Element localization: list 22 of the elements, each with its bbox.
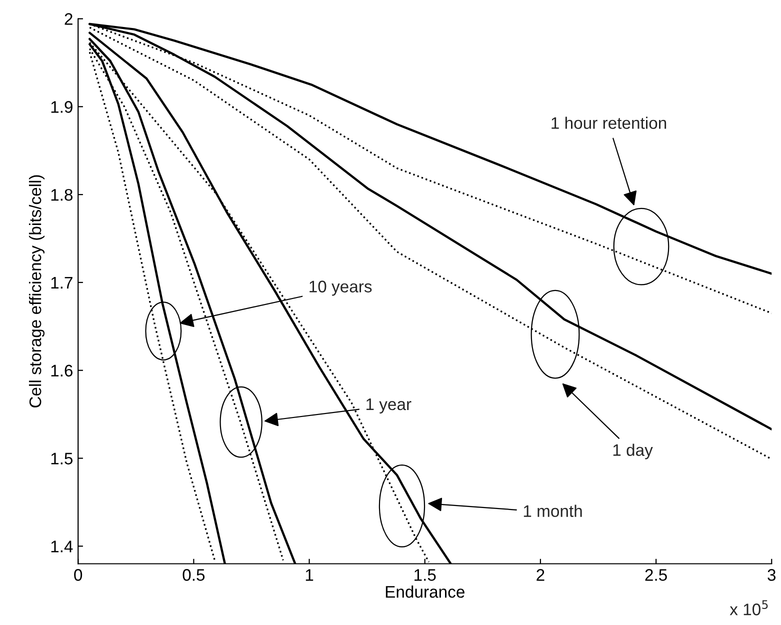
x-tick-label: 1 xyxy=(306,569,314,581)
x-tick-label: 2.5 xyxy=(645,569,667,581)
annotation: 1 day xyxy=(613,444,653,460)
annotation: 1 year xyxy=(366,398,412,414)
x-tick-label: 0 xyxy=(74,569,82,581)
y-tick-label: 2 xyxy=(64,13,72,25)
y-tick-label: 1.8 xyxy=(51,188,73,201)
y-tick-label: 1.6 xyxy=(51,364,73,377)
x-tick-label: 0.5 xyxy=(182,569,205,581)
x-tick-label: 1.5 xyxy=(414,569,436,581)
x-axis-title: Endurance xyxy=(386,586,464,598)
annotation: 10 years xyxy=(310,280,372,296)
y-tick-label: 1.9 xyxy=(51,101,72,113)
text: x 10$^{5}$ xyxy=(730,600,768,616)
y-tick-label: 1.7 xyxy=(51,277,72,288)
y-axis-title: Cell storage efficiency (bits/cell) xyxy=(28,175,45,408)
y-tick-label: 1.5 xyxy=(51,452,73,464)
annotation: 1 hour retention xyxy=(552,116,666,129)
x-tick-label: 3 xyxy=(768,569,776,581)
y-tick-label: 1.4 xyxy=(51,540,73,552)
annotation: 1 month xyxy=(524,504,582,517)
x-tick-label: 2 xyxy=(536,569,544,581)
